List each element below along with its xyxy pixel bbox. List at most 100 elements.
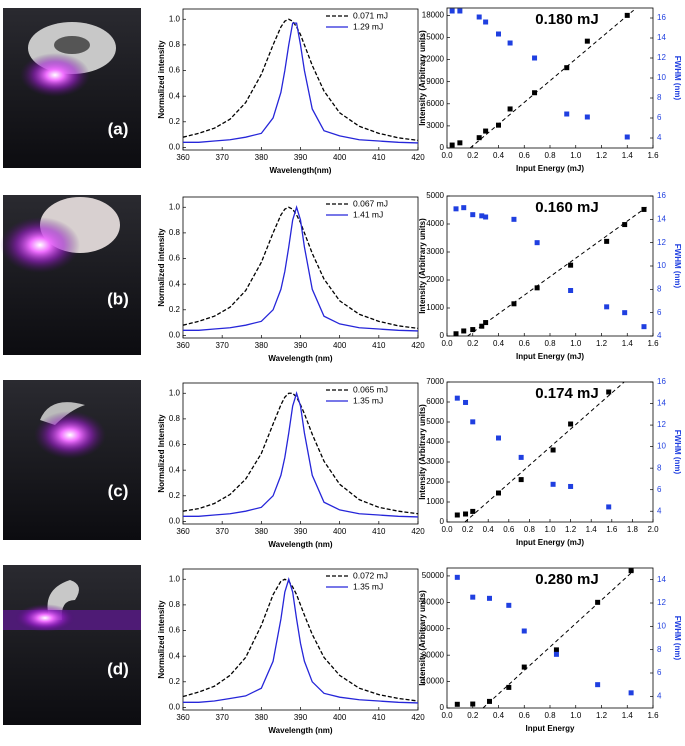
- x-tick-label: 420: [411, 527, 425, 536]
- data-point: [604, 238, 610, 244]
- y-tick-label: 4000: [426, 219, 444, 228]
- x-tick-label: 420: [411, 341, 425, 350]
- x-tick-label: 0.8: [524, 525, 536, 534]
- y-axis-label: Intensity (Arbitrary units): [418, 218, 427, 314]
- x-tick-label: 1.6: [647, 151, 659, 160]
- y2-tick-label: 4: [657, 133, 662, 142]
- data-point: [483, 214, 489, 220]
- legend-label: 1.41 mJ: [353, 209, 383, 219]
- y-tick-label: 0.4: [169, 279, 181, 288]
- y2-tick-label: 8: [657, 284, 662, 293]
- y-tick-label: 0.4: [169, 651, 181, 660]
- y-tick-label: 0: [440, 703, 445, 712]
- data-point: [595, 599, 601, 605]
- y-tick-label: 1.0: [169, 574, 181, 583]
- x-tick-label: 0.8: [544, 711, 556, 720]
- y2-tick-label: 12: [657, 53, 666, 62]
- legend-label: 0.071 mJ: [353, 10, 388, 20]
- data-point: [641, 324, 647, 330]
- data-point: [449, 142, 455, 148]
- y2-tick-label: 14: [657, 33, 666, 42]
- x-tick-label: 0.0: [441, 525, 453, 534]
- data-point: [550, 481, 556, 487]
- x-tick-label: 0.4: [483, 525, 495, 534]
- legend-label: 1.29 mJ: [353, 21, 383, 31]
- y2-tick-label: 10: [657, 442, 666, 451]
- x-tick-label: 370: [215, 341, 229, 350]
- spectrum-line: [182, 18, 419, 142]
- y2-tick-label: 10: [657, 261, 666, 270]
- y-tick-label: 0.0: [169, 143, 181, 152]
- y2-tick-label: 12: [657, 238, 666, 247]
- y-tick-label: 0: [440, 331, 445, 340]
- photo-a: (a): [3, 8, 141, 168]
- y-tick-label: 0.0: [169, 331, 181, 340]
- x-tick-label: 0.6: [519, 339, 531, 348]
- data-point: [584, 114, 590, 120]
- data-point: [479, 213, 485, 219]
- data-point: [511, 301, 517, 307]
- y2-tick-label: 6: [657, 485, 662, 494]
- panel-label: (a): [108, 119, 129, 138]
- data-point: [624, 134, 630, 140]
- data-point: [595, 682, 601, 688]
- x-tick-label: 380: [255, 713, 269, 722]
- data-point: [496, 490, 501, 496]
- x-tick-label: 1.6: [606, 525, 618, 534]
- data-point: [483, 128, 489, 134]
- plot-frame: [446, 381, 654, 523]
- x-tick-label: 1.0: [570, 339, 582, 348]
- spectrum-line: [183, 577, 419, 704]
- y-tick-label: 0.4: [169, 465, 181, 474]
- data-point: [534, 285, 540, 291]
- x-tick-label: 370: [215, 153, 229, 162]
- y-tick-label: 9000: [426, 77, 444, 86]
- y-tick-label: 0.2: [169, 117, 181, 126]
- y2-tick-label: 16: [657, 191, 666, 200]
- y-tick-label: 0.8: [169, 600, 181, 609]
- data-point: [461, 205, 467, 211]
- y-tick-label: 0.6: [169, 440, 181, 449]
- y-tick-label: 0.6: [169, 626, 181, 635]
- panel-label: (d): [107, 659, 129, 678]
- legend-label: 0.067 mJ: [353, 198, 388, 208]
- x-tick-label: 0.4: [493, 339, 505, 348]
- x-tick-label: 410: [372, 527, 386, 536]
- x-tick-label: 360: [176, 153, 190, 162]
- y-axis-label: Intensity (Arbitrary units): [418, 590, 427, 686]
- data-point: [483, 320, 489, 326]
- fit-line: [464, 381, 625, 523]
- y2-tick-label: 4: [657, 331, 662, 340]
- data-point: [461, 328, 467, 334]
- data-point: [518, 454, 524, 460]
- data-point: [628, 690, 634, 696]
- data-point: [507, 106, 513, 112]
- x-axis-label: Wavelength (nm): [268, 726, 332, 735]
- y-tick-label: 20000: [422, 650, 445, 659]
- y-tick-label: 6000: [426, 397, 444, 406]
- y2-tick-label: 6: [657, 668, 662, 677]
- x-tick-label: 390: [294, 341, 308, 350]
- legend-label: 0.072 mJ: [353, 570, 388, 580]
- y-tick-label: 1000: [426, 303, 444, 312]
- y-axis-label: Normalized intensity: [157, 40, 166, 119]
- data-point: [534, 240, 540, 246]
- data-point: [496, 435, 501, 441]
- y-axis-label: Intensity (Arbitrary units): [418, 30, 427, 126]
- y-tick-label: 1.0: [169, 388, 181, 397]
- plot-frame: [446, 7, 654, 149]
- y-tick-label: 30000: [422, 624, 445, 633]
- x-tick-label: 370: [215, 713, 229, 722]
- spectrum-line: [183, 205, 419, 332]
- data-point: [628, 568, 634, 574]
- y-tick-label: 50000: [422, 571, 445, 580]
- x-tick-label: 0.6: [519, 711, 531, 720]
- data-point: [568, 262, 574, 268]
- data-point: [476, 14, 482, 20]
- panel-label: (c): [108, 481, 129, 500]
- data-point: [521, 664, 527, 670]
- data-point: [622, 310, 628, 316]
- data-point: [584, 38, 590, 44]
- x-tick-label: 1.2: [596, 151, 608, 160]
